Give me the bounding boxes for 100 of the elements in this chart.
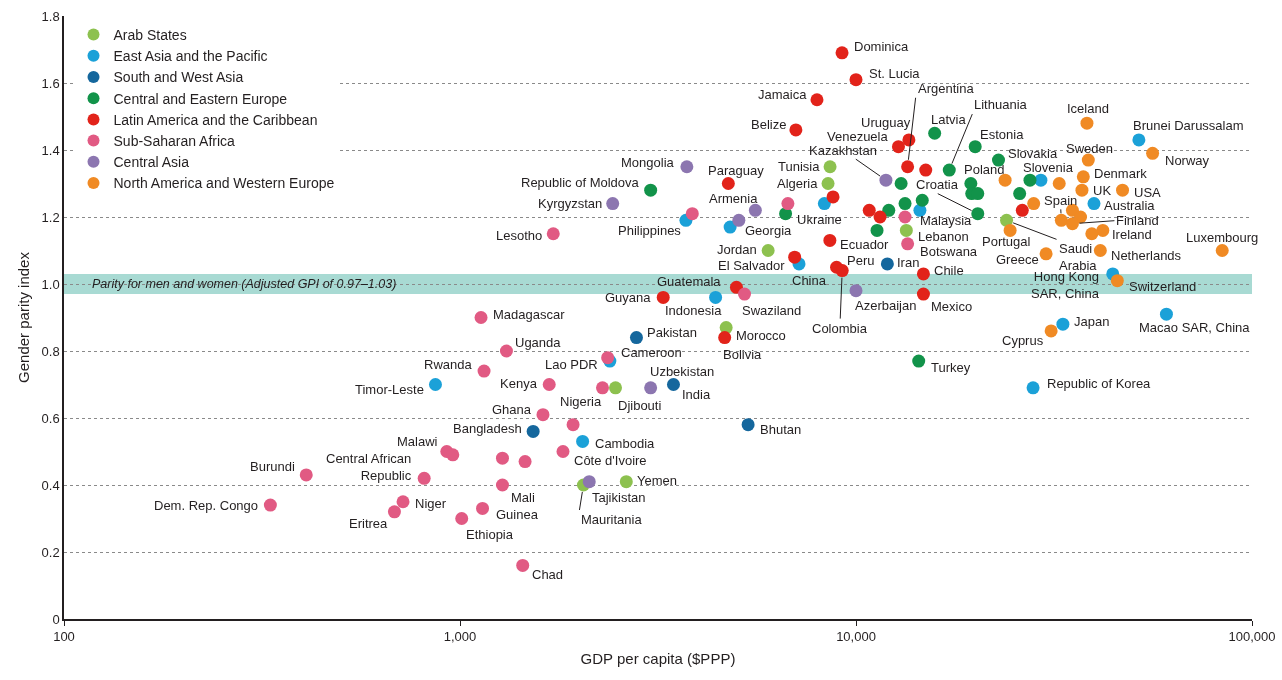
- annotation: Georgia: [745, 223, 793, 238]
- x-tick-label: 100: [53, 629, 75, 645]
- y-tick-label: 1.4: [41, 142, 60, 158]
- annotation: Macao SAR, China: [1139, 320, 1251, 335]
- annotation: Swaziland: [742, 303, 802, 318]
- annotation: Brunei Darussalam: [1133, 118, 1244, 133]
- y-tick-label: 1.6: [41, 75, 60, 91]
- legend-label: Arab States: [113, 27, 187, 44]
- annotation: Ireland: [1112, 227, 1152, 242]
- annotation: Ukraine: [797, 212, 842, 227]
- legend-label: South and West Asia: [113, 69, 244, 86]
- annotation: Venezuela: [827, 129, 889, 144]
- annotation: Dominica: [854, 39, 909, 54]
- annotation: El Salvador: [718, 258, 786, 273]
- y-tick-label: 0.4: [41, 477, 60, 493]
- annotation: Slovakia: [1008, 146, 1058, 161]
- legend-label: North America and Western Europe: [113, 175, 335, 192]
- annotation: Republic of Korea: [1047, 376, 1152, 391]
- annotation: Luxembourg: [1186, 230, 1259, 245]
- annotation: Nigeria: [560, 394, 602, 409]
- annotation: Timor-Leste: [355, 382, 424, 397]
- annotation: Djibouti: [618, 398, 662, 413]
- annotation: Bolivia: [723, 347, 763, 362]
- annotation: Republic of Moldova: [521, 175, 640, 190]
- annotation: Malawi: [397, 434, 438, 449]
- annotation: Uganda: [515, 335, 562, 350]
- annotation: Belize: [751, 117, 787, 132]
- annotation: Mauritania: [581, 512, 643, 527]
- annotation: Cameroon: [621, 345, 682, 360]
- annotation: Tunisia: [778, 159, 821, 174]
- y-tick-label: 1.0: [41, 276, 60, 292]
- annotation: Iran: [897, 255, 920, 270]
- annotation: Philippines: [618, 223, 682, 238]
- y-tick-label: 1.8: [41, 8, 60, 24]
- annotation: Tajikistan: [592, 490, 646, 505]
- annotation: Bangladesh: [453, 421, 522, 436]
- annotation: Croatia: [916, 177, 959, 192]
- annotation: Portugal: [982, 234, 1031, 249]
- x-tick-label: 1,000: [443, 629, 477, 645]
- annotation: China: [792, 273, 827, 288]
- annotation: Malaysia: [920, 213, 973, 228]
- annotation: Chad: [532, 567, 564, 582]
- annotation: Ecuador: [840, 237, 890, 252]
- annotation: India: [682, 387, 711, 402]
- annotation: Netherlands: [1111, 248, 1182, 263]
- annotation: Bhutan: [760, 422, 802, 437]
- annotation: Armenia: [709, 191, 759, 206]
- y-tick-label: 0.2: [41, 544, 60, 560]
- annotation: Colombia: [812, 321, 868, 336]
- annotation: Iceland: [1067, 101, 1109, 116]
- annotation: Peru: [847, 253, 875, 268]
- annotation: Estonia: [980, 127, 1025, 142]
- annotation: Burundi: [250, 459, 295, 474]
- annotation: Guinea: [496, 507, 539, 522]
- legend-label: Central Asia: [113, 154, 190, 171]
- annotation: USA: [1134, 185, 1162, 200]
- annotation: Dem. Rep. Congo: [154, 498, 259, 513]
- annotation: Yemen: [637, 473, 677, 488]
- annotation: Uzbekistan: [650, 364, 715, 379]
- y-tick-label: 0.6: [41, 410, 60, 426]
- x-tick-label: 10,000: [836, 629, 876, 645]
- annotation: Kenya: [500, 376, 538, 391]
- annotation: Slovenia: [1023, 160, 1074, 175]
- annotation: Rwanda: [424, 357, 473, 372]
- annotation: Norway: [1165, 153, 1210, 168]
- annotation: Spain: [1044, 193, 1078, 208]
- annotation: Uruguay: [861, 115, 911, 130]
- annotation: Turkey: [931, 360, 971, 375]
- x-tick-label: 100,000: [1228, 629, 1276, 645]
- annotation: Pakistan: [647, 325, 697, 340]
- annotation: Mongolia: [621, 155, 675, 170]
- annotation: Azerbaijan: [855, 298, 917, 313]
- annotation: St. Lucia: [869, 66, 921, 81]
- annotation: Chile: [934, 263, 964, 278]
- y-tick-label: 0: [52, 611, 60, 627]
- y-tick-label: 0.8: [41, 343, 60, 359]
- annotation: Cambodia: [595, 436, 656, 451]
- annotation: Lesotho: [496, 228, 543, 243]
- annotation: Argentina: [918, 81, 975, 96]
- annotation: Sweden: [1066, 141, 1113, 156]
- annotation: Jordan: [717, 242, 757, 257]
- annotation: Madagascar: [493, 307, 566, 322]
- annotation: Finland: [1116, 213, 1159, 228]
- annotation: Mali: [511, 490, 535, 505]
- annotation: Algeria: [777, 176, 819, 191]
- annotation: Lao PDR: [545, 357, 598, 372]
- legend-label: East Asia and the Pacific: [113, 48, 268, 65]
- annotation: Australia: [1104, 198, 1156, 213]
- annotation: Switzerland: [1129, 279, 1197, 294]
- annotation: UK: [1093, 183, 1112, 198]
- annotation: Jamaica: [758, 87, 808, 102]
- annotation: Eritrea: [349, 516, 389, 531]
- annotation: Mexico: [931, 299, 973, 314]
- annotation: Côte d'Ivoire: [574, 453, 647, 468]
- annotation: Central African Republic: [326, 451, 412, 483]
- legend-label: Latin America and the Caribbean: [113, 111, 318, 128]
- annotation: Paraguay: [708, 163, 765, 178]
- annotation: Indonesia: [665, 303, 723, 318]
- annotation: Kyrgyzstan: [538, 196, 603, 211]
- annotation: Botswana: [920, 244, 978, 259]
